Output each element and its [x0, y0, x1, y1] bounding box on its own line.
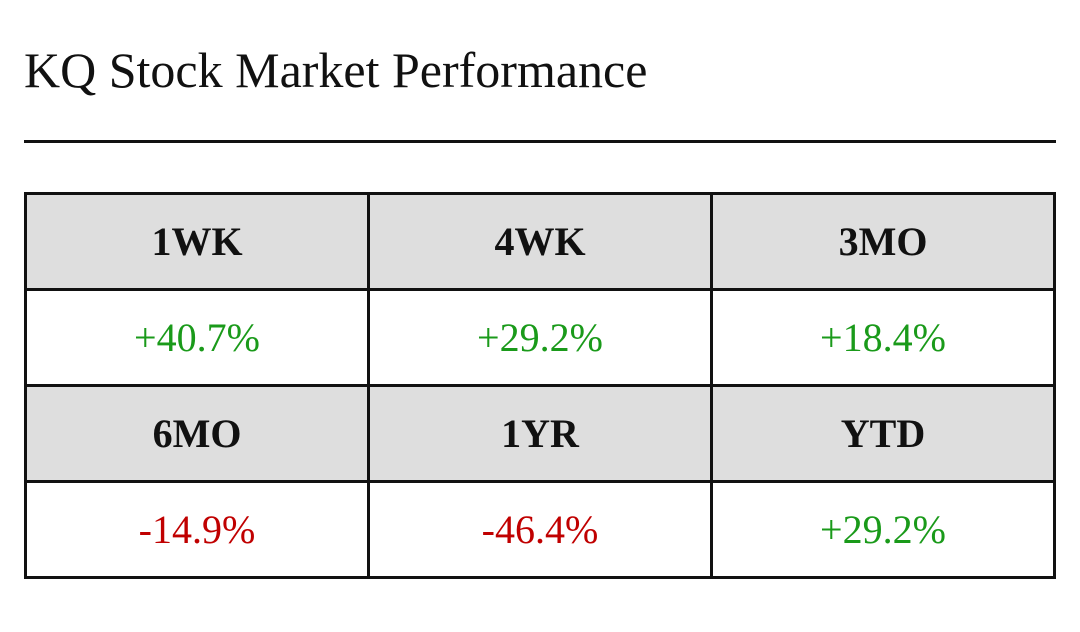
- period-label: 1YR: [367, 384, 713, 483]
- period-label: 6MO: [24, 384, 370, 483]
- period-label: 3MO: [710, 192, 1056, 291]
- header-row: 1WK 4WK 3MO: [24, 192, 1056, 291]
- header-row: 6MO 1YR YTD: [24, 384, 1056, 483]
- period-label: 1WK: [24, 192, 370, 291]
- performance-table: 1WK 4WK 3MO +40.7% +29.2% +18.4% 6MO 1YR YTD -14.…: [24, 192, 1056, 579]
- change-value: -46.4%: [367, 480, 713, 579]
- change-value: +40.7%: [24, 288, 370, 387]
- value-row: -14.9% -46.4% +29.2%: [24, 480, 1056, 579]
- change-value: +29.2%: [710, 480, 1056, 579]
- period-label: YTD: [710, 384, 1056, 483]
- value-row: +40.7% +29.2% +18.4%: [24, 288, 1056, 387]
- change-value: +29.2%: [367, 288, 713, 387]
- change-value: -14.9%: [24, 480, 370, 579]
- change-value: +18.4%: [710, 288, 1056, 387]
- divider: [24, 140, 1056, 143]
- period-label: 4WK: [367, 192, 713, 291]
- page-title: KQ Stock Market Performance: [24, 42, 648, 98]
